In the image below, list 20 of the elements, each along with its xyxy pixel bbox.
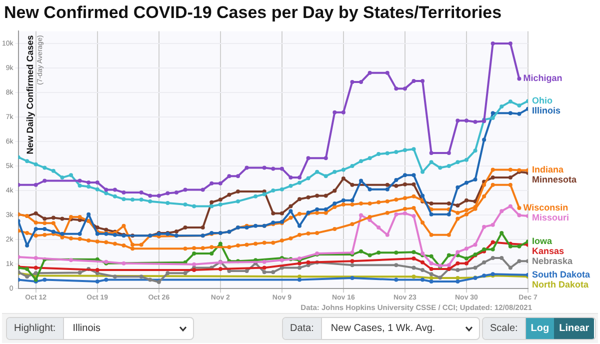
series-label: South Dakota [532, 269, 591, 280]
series-label: Illinois [532, 106, 561, 116]
series-label: Indiana [532, 164, 564, 175]
series-label: Kansas [532, 246, 564, 256]
text: Data: [283, 318, 322, 339]
series-label: Ohio [532, 96, 553, 106]
series-label: Michigan [523, 73, 562, 84]
series-label: Minnesota [532, 174, 578, 185]
text: Highlight: [7, 318, 64, 339]
series-label: Nebraska [532, 256, 574, 266]
chart-title: New Confirmed COVID-19 Cases per Day by States/Territories [3, 2, 503, 24]
series-label: North Dakota [532, 279, 590, 290]
text: Illinois [72, 323, 100, 334]
text: Scale: [483, 318, 526, 339]
series-label: Missouri [532, 212, 570, 222]
series-label: Wisconsin [523, 202, 568, 212]
text: New Cases, 1 Wk. Avg. [330, 323, 436, 334]
series-label: Iowa [532, 236, 553, 246]
text: Linear [554, 318, 594, 339]
text: Log [526, 318, 554, 339]
